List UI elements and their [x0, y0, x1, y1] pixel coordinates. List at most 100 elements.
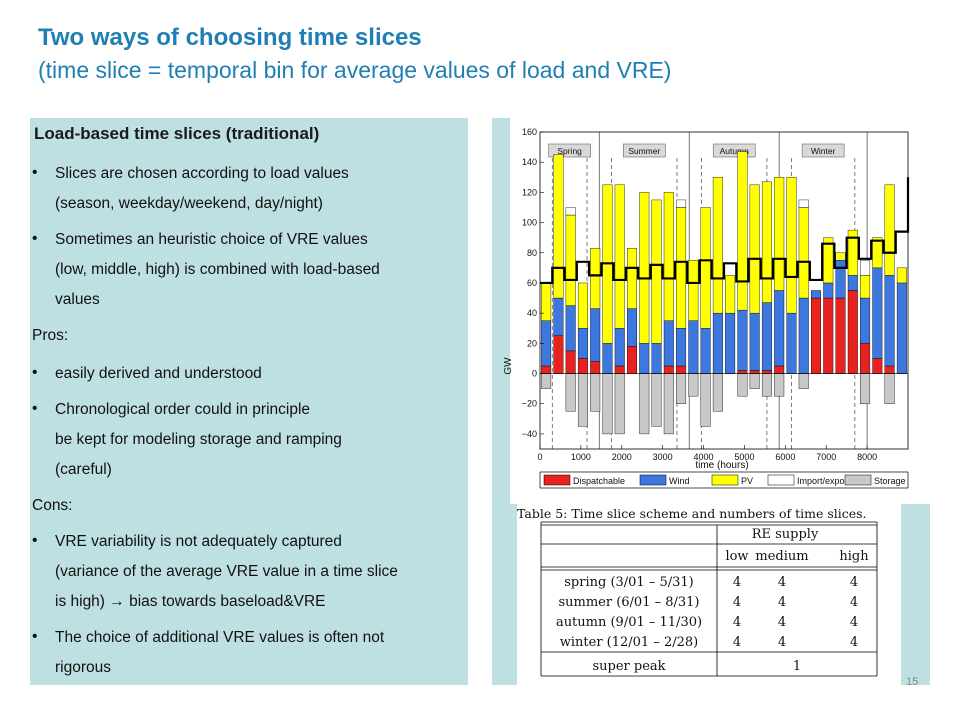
bullet-text: Sometimes an heuristic choice of VRE val…	[55, 231, 368, 248]
row-cell: 4	[850, 575, 858, 590]
bar-segment-imp	[860, 260, 871, 276]
x-axis-label: time (hours)	[695, 460, 748, 471]
bar-segment-wind	[639, 343, 650, 374]
bar-segment-wind	[590, 308, 601, 362]
plot-frame	[539, 131, 909, 450]
legend-swatch	[711, 474, 739, 486]
y-tick-label: 120	[522, 187, 537, 197]
bar-segment-pv	[688, 260, 699, 321]
y-tick-label: 20	[527, 338, 537, 348]
panel-heading: Load-based time slices (traditional)	[34, 124, 320, 143]
load-based-panel: Load-based time slices (traditional) • S…	[30, 118, 468, 685]
bar-segment-storage	[774, 373, 785, 397]
season-label: Autumn	[720, 146, 750, 156]
re-supply-header: RE supply	[752, 527, 819, 542]
bar-segment-pv	[700, 207, 711, 329]
bar-segment-storage	[860, 373, 871, 404]
y-tick-label: 160	[522, 127, 537, 137]
bar-segment-pv	[761, 181, 772, 303]
bar-segment-wind	[835, 260, 846, 299]
slide-number: 15	[906, 676, 919, 688]
pros-label: Pros:	[32, 327, 69, 344]
bar-segment-storage	[676, 373, 687, 404]
bar-segment-disp	[737, 370, 748, 374]
bar-segment-disp	[590, 361, 601, 374]
bar-segment-disp	[835, 297, 846, 374]
bar-segment-pv	[712, 177, 723, 314]
legend-label: Wind	[669, 476, 690, 486]
legend-swatch	[844, 474, 872, 486]
x-tick-label: 5000	[734, 452, 754, 462]
bar-segment-disp	[847, 290, 858, 374]
bullet-marker: •	[32, 364, 38, 381]
y-tick-label: 140	[522, 157, 537, 167]
x-tick-label: 3000	[653, 452, 673, 462]
bar-segment-storage	[712, 373, 723, 412]
row-label: summer (6/01 – 8/31)	[558, 595, 699, 610]
x-tick-label: 1000	[571, 452, 591, 462]
row-cell: 4	[778, 575, 786, 590]
bar-segment-wind	[577, 328, 588, 359]
table-caption: Table 5: Time slice scheme and numbers o…	[517, 506, 867, 521]
bar-segment-wind	[627, 308, 637, 347]
bar-segment-storage	[688, 373, 699, 397]
bar-segment-disp	[614, 365, 625, 374]
bullet-text: (low, middle, high) is combined with loa…	[55, 261, 380, 278]
table-background	[517, 504, 901, 685]
bar-segment-wind	[688, 320, 699, 374]
cons-label: Cons:	[32, 497, 73, 514]
bullet-text: (careful)	[55, 461, 112, 478]
bar-segment-storage	[651, 373, 662, 427]
bullet-text: rigorous	[55, 659, 111, 676]
bar-segment-disp	[577, 358, 588, 374]
x-tick-label: 2000	[612, 452, 632, 462]
chart-ticks: 160 140 120 100 80 60 40 20 0 −20 −40 0 1000 2000 3000…	[522, 127, 877, 462]
bar-segment-storage	[590, 373, 601, 412]
bar-segment-disp	[627, 346, 637, 374]
bar-segment-pv	[565, 214, 576, 306]
chart-grid	[540, 132, 908, 449]
legend-swatch	[767, 474, 795, 486]
bar-segment-wind	[651, 343, 662, 374]
bar-segment-disp	[663, 365, 674, 374]
bar-segment-wind	[712, 312, 723, 374]
y-tick-label: 80	[527, 248, 537, 258]
bar-segment-disp	[823, 297, 834, 374]
bar-segment-wind	[700, 328, 711, 374]
y-axis-label: GW	[503, 357, 514, 375]
bar-segment-pv	[639, 192, 650, 344]
slide-subtitle: (time slice = temporal bin for average v…	[38, 57, 672, 83]
bar-segment-pv	[676, 207, 687, 329]
bar-segment-disp	[676, 365, 687, 374]
bullet-text: (season, weekday/weekend, day/night)	[55, 195, 323, 212]
bar-segment-storage	[749, 373, 760, 389]
row-label: winter (12/01 – 2/28)	[560, 635, 699, 650]
row-cell: 4	[733, 595, 741, 610]
bar-segment-disp	[565, 350, 576, 374]
bar-segment-pv	[614, 184, 625, 329]
table-column-headers: low medium high	[725, 549, 869, 564]
dispatch-chart: Spring Summer Autumn Winter 160 140 120 100 80 6…	[503, 127, 910, 489]
bar-segment-wind	[798, 297, 809, 374]
bar-segment-storage	[737, 373, 748, 397]
y-tick-label: 40	[527, 308, 537, 318]
bar-segment-pv	[553, 154, 564, 299]
season-label: Summer	[628, 146, 660, 156]
time-slice-table: Table 5: Time slice scheme and numbers o…	[517, 506, 878, 677]
legend-label: Storage	[874, 476, 906, 486]
season-label: Winter	[811, 146, 836, 156]
bar-segment-wind	[786, 312, 797, 374]
bar-segment-pv	[651, 199, 662, 344]
bar-segment-disp	[749, 370, 760, 374]
bar-segment-disp	[872, 358, 883, 374]
row-label: autumn (9/01 – 11/30)	[556, 615, 702, 630]
bullet-marker: •	[32, 230, 38, 247]
bar-segment-wind	[565, 305, 576, 352]
bar-segment-pv	[737, 151, 748, 311]
bullet-text: is high) → bias towards baseload&VRE	[55, 593, 326, 610]
chart-bars	[541, 151, 907, 435]
bar-segment-wind	[614, 328, 625, 367]
row-cell: 4	[778, 615, 786, 630]
bullet-text: Slices are chosen according to load valu…	[55, 165, 349, 182]
bar-segment-wind	[676, 328, 687, 367]
